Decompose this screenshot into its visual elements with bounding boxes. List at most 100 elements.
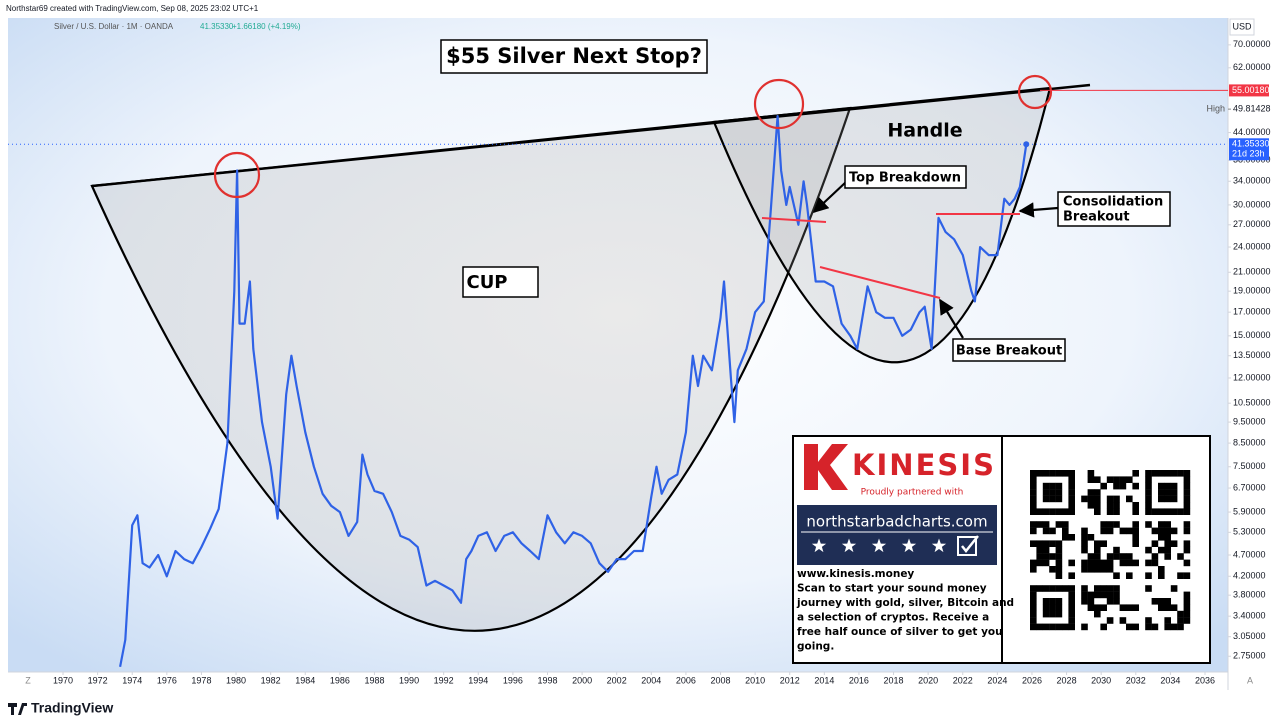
qr-module bbox=[1119, 476, 1127, 483]
rating-stars bbox=[811, 538, 947, 553]
qr-module bbox=[1081, 598, 1088, 605]
qr-module bbox=[1068, 482, 1075, 490]
kinesis-logo bbox=[804, 444, 848, 490]
star bbox=[811, 538, 827, 553]
qr-module bbox=[1068, 508, 1075, 515]
qr-module bbox=[1081, 585, 1088, 592]
qr-module bbox=[1113, 502, 1120, 509]
qr-module bbox=[1087, 489, 1095, 496]
axis-button[interactable]: A bbox=[1247, 675, 1253, 685]
qr-module bbox=[1087, 598, 1095, 605]
ad-line: going. bbox=[797, 641, 834, 653]
qr-module bbox=[1049, 623, 1056, 631]
x-tick-label: 2024 bbox=[987, 675, 1007, 685]
qr-module bbox=[1164, 527, 1171, 535]
qr-module bbox=[1049, 482, 1056, 490]
qr-module bbox=[1081, 623, 1088, 631]
qr-module bbox=[1094, 546, 1101, 554]
qr-module bbox=[1177, 553, 1184, 560]
qr-module bbox=[1113, 591, 1120, 599]
qr-module bbox=[1183, 489, 1191, 496]
y-tick-label: 3.80000 bbox=[1233, 590, 1266, 600]
footer-logo: TradingView bbox=[8, 700, 113, 716]
qr-module bbox=[1177, 572, 1184, 579]
qr-module bbox=[1030, 482, 1037, 490]
credit: Northstar69 created with TradingView.com… bbox=[6, 4, 259, 13]
qr-module bbox=[1094, 610, 1101, 618]
qr-module bbox=[1055, 559, 1063, 567]
qr-module bbox=[1036, 546, 1043, 554]
qr-module bbox=[1042, 527, 1050, 535]
highlight-circle bbox=[213, 151, 261, 199]
consolidation-label: Breakout bbox=[1063, 210, 1130, 225]
qr-module bbox=[1100, 521, 1107, 528]
qr-module bbox=[1081, 566, 1088, 573]
qr-module bbox=[1049, 585, 1056, 592]
qr-module bbox=[1183, 591, 1191, 599]
ad-text: www.kinesis.money Scan to start your soun… bbox=[796, 568, 1014, 653]
qr-module bbox=[1145, 482, 1152, 490]
qr-module bbox=[1170, 527, 1178, 535]
qr-module bbox=[1170, 489, 1178, 496]
legend-change: +1.66180 (+4.19%) bbox=[232, 22, 301, 31]
qr-module bbox=[1145, 495, 1152, 503]
qr-module bbox=[1068, 572, 1075, 579]
qr-module bbox=[1126, 527, 1133, 535]
star bbox=[841, 538, 857, 553]
qr-module bbox=[1183, 476, 1191, 483]
qr-module bbox=[1100, 527, 1107, 535]
x-tick-label: 1982 bbox=[261, 675, 281, 685]
qr-module bbox=[1036, 585, 1043, 592]
qr-module bbox=[1119, 553, 1127, 560]
qr-module bbox=[1106, 508, 1114, 515]
qr-module bbox=[1068, 623, 1075, 631]
qr-module bbox=[1042, 508, 1050, 515]
y-tick-label: 4.70000 bbox=[1233, 549, 1266, 559]
qr-module bbox=[1164, 546, 1171, 554]
qr-module bbox=[1113, 546, 1120, 554]
qr-module bbox=[1068, 604, 1075, 611]
qr-module bbox=[1094, 540, 1101, 547]
qr-module bbox=[1042, 585, 1050, 592]
qr-module bbox=[1068, 502, 1075, 509]
qr-module bbox=[1132, 540, 1139, 547]
qr-module bbox=[1164, 534, 1171, 541]
qr-module bbox=[1081, 527, 1088, 535]
qr-module bbox=[1132, 470, 1139, 477]
axis-button[interactable]: Z bbox=[25, 675, 31, 685]
qr-module bbox=[1068, 534, 1075, 541]
qr-module bbox=[1151, 470, 1159, 477]
currency: USD bbox=[1232, 21, 1252, 31]
qr-module bbox=[1145, 521, 1152, 528]
qr-module bbox=[1094, 476, 1101, 483]
qr-module bbox=[1183, 470, 1191, 477]
qr-module bbox=[1164, 470, 1171, 477]
top-breakdown-label: Top Breakdown bbox=[849, 171, 961, 186]
y-tick-label: 10.50000 bbox=[1233, 398, 1271, 408]
highlight-circle bbox=[1017, 74, 1053, 110]
qr-module bbox=[1087, 591, 1095, 599]
qr-module bbox=[1183, 521, 1191, 528]
y-tick-label: 2.75000 bbox=[1233, 651, 1266, 661]
qr-module bbox=[1036, 508, 1043, 515]
qr-module bbox=[1119, 527, 1127, 535]
qr-module bbox=[1113, 521, 1120, 528]
qr-module bbox=[1087, 476, 1095, 483]
x-tick-label: 2022 bbox=[953, 675, 973, 685]
qr-module bbox=[1049, 489, 1056, 496]
currency-box[interactable] bbox=[1229, 18, 1255, 36]
qr-module bbox=[1081, 559, 1088, 567]
qr-module bbox=[1126, 495, 1133, 503]
qr-module bbox=[1055, 495, 1063, 503]
qr-module bbox=[1042, 489, 1050, 496]
symbol: Silver / U.S. Dollar · 1M · OANDA bbox=[54, 22, 174, 31]
qr-module bbox=[1145, 489, 1152, 496]
qr-module bbox=[1183, 540, 1191, 547]
qr-module bbox=[1068, 470, 1075, 477]
qr-module bbox=[1055, 508, 1063, 515]
qr-module bbox=[1030, 604, 1037, 611]
x-tick-label: 2020 bbox=[918, 675, 938, 685]
qr-module bbox=[1132, 623, 1139, 631]
x-tick-label: 1994 bbox=[468, 675, 488, 685]
qr-module bbox=[1170, 540, 1178, 547]
